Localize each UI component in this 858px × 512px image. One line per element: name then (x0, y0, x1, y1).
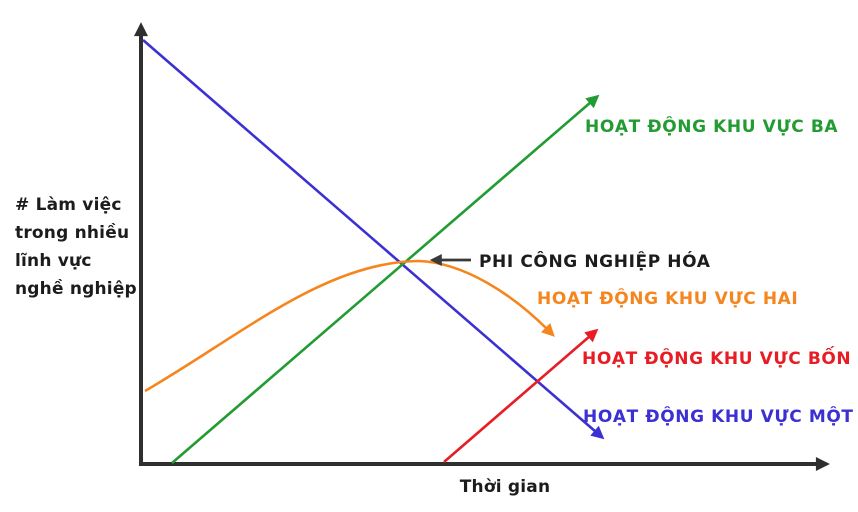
sector-three-label: HOẠT ĐỘNG KHU VỰC BA (585, 115, 838, 137)
y-axis-label-line2: trong nhiều (15, 222, 129, 243)
sector-four-label: HOẠT ĐỘNG KHU VỰC BỐN (582, 345, 851, 369)
sector-one-line (142, 39, 605, 440)
y-axis-label-line3: lĩnh vực (15, 251, 92, 271)
sector-one-label: HOẠT ĐỘNG KHU VỰC MỘT (583, 405, 854, 427)
sector-three-line (171, 94, 600, 464)
sector-two-curve (144, 259, 555, 393)
x-axis-label: Thời gian (460, 477, 551, 497)
sector-four-line (443, 328, 599, 463)
annotation-label: PHI CÔNG NGHIỆP HÓA (479, 250, 711, 272)
y-axis-label-line1: # Làm việc (15, 195, 122, 215)
sector-two-label: HOẠT ĐỘNG KHU VỰC HAI (537, 287, 798, 309)
y-axis-label-line4: nghề nghiệp (15, 278, 137, 299)
